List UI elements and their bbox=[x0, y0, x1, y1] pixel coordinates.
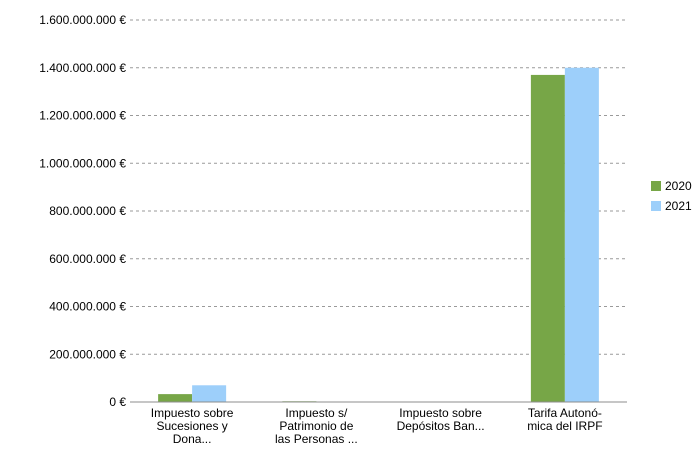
bar-2020-3 bbox=[530, 74, 565, 402]
category-label: Tarifa Autonó-mica del IRPF bbox=[527, 406, 602, 433]
legend-swatch-2020 bbox=[651, 181, 661, 191]
category-label: Impuesto sobre Sucesiones y Dona... bbox=[151, 406, 234, 446]
bar-2020-0 bbox=[158, 394, 193, 402]
category-label-line: Impuesto sobre bbox=[151, 406, 234, 420]
legend-swatch-2021 bbox=[651, 201, 661, 211]
category-labels: Impuesto sobre Sucesiones y Dona...Impuest… bbox=[151, 406, 603, 446]
y-axis-tick-labels: 0 € 200.000.000 € 400.000.000 € 600.000.000… bbox=[39, 13, 126, 409]
category-label-line: Sucesiones y bbox=[156, 419, 227, 433]
y-tick-label: 800.000.000 € bbox=[49, 204, 126, 218]
legend-label-2021: 2021 bbox=[665, 199, 692, 213]
bar-2021-0 bbox=[192, 385, 227, 402]
y-tick-label: 200.000.000 € bbox=[49, 347, 126, 361]
y-tick-label: 1.600.000.000 € bbox=[39, 13, 126, 27]
category-label-line: Tarifa Autonó- bbox=[528, 406, 602, 420]
category-label: Impuesto s/Patrimonio de las Personas ... bbox=[275, 406, 358, 446]
y-tick-label: 600.000.000 € bbox=[49, 252, 126, 266]
category-label-line: Dona... bbox=[173, 432, 212, 446]
category-label: Impuesto sobre Depósitos Ban... bbox=[397, 406, 485, 433]
y-tick-label: 1.400.000.000 € bbox=[39, 61, 126, 75]
category-label-line: las Personas ... bbox=[275, 432, 358, 446]
category-label-line: Impuesto sobre bbox=[399, 406, 482, 420]
category-label-line: Patrimonio de bbox=[279, 419, 353, 433]
category-label-line: Impuesto s/ bbox=[285, 406, 348, 420]
bar-2021-3 bbox=[564, 67, 599, 402]
y-tick-label: 1.200.000.000 € bbox=[39, 109, 126, 123]
category-label-line: mica del IRPF bbox=[527, 419, 602, 433]
category-label-line: Depósitos Ban... bbox=[397, 419, 485, 433]
y-tick-label: 0 € bbox=[109, 395, 126, 409]
y-tick-label: 400.000.000 € bbox=[49, 300, 126, 314]
legend: 2020 2021 bbox=[651, 179, 692, 213]
y-tick-label: 1.000.000.000 € bbox=[39, 156, 126, 170]
legend-label-2020: 2020 bbox=[665, 179, 692, 193]
bars bbox=[158, 67, 599, 402]
